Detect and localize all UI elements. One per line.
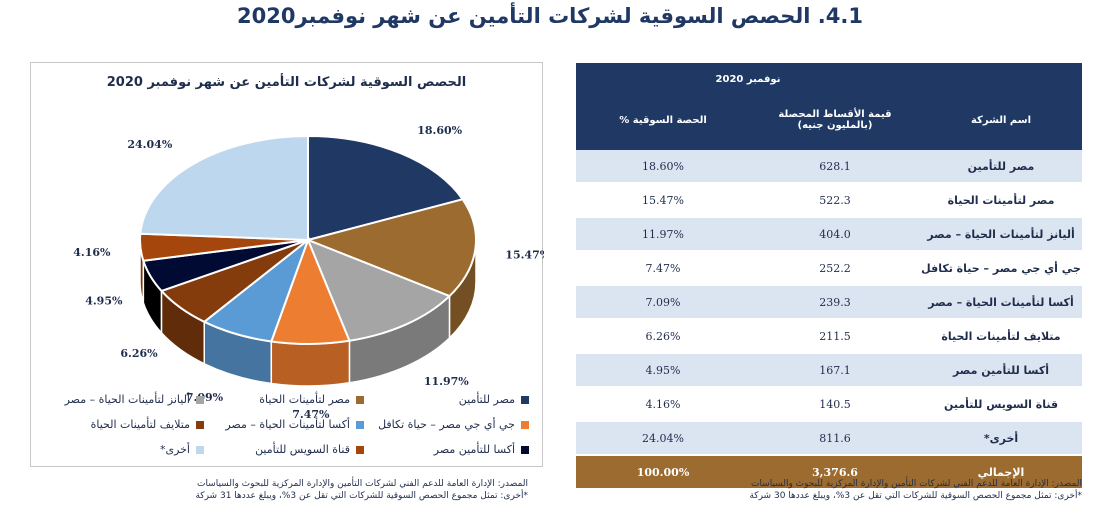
table-col-share: الحصة السوقية %: [576, 90, 750, 150]
slice-percent-label: 4.16%: [73, 246, 111, 259]
market-share-cell: 24.04%: [576, 421, 750, 456]
table-row: أليانز لتأمينات الحياة – مصر 404.0 11.97%: [576, 217, 1082, 252]
market-share-cell: 4.16%: [576, 387, 750, 422]
table-row: أكسا للتأمين مصر 167.1 4.95%: [576, 353, 1082, 388]
pie-slice: [306, 238, 452, 342]
market-share-cell: 15.47%: [576, 183, 750, 218]
slice-percent-label: 4.95%: [85, 295, 123, 308]
legend-swatch: [521, 420, 529, 429]
premium-value-cell: 167.1: [750, 353, 920, 388]
market-share-cell: 11.97%: [576, 217, 750, 252]
legend-label: أكسا للتأمين مصر: [433, 443, 515, 456]
chart-title: الحصص السوقية لشركات التأمين عن شهر نوفم…: [106, 75, 467, 90]
market-share-cell: 4.95%: [576, 353, 750, 388]
slice-percent-label: 11.97%: [424, 375, 469, 388]
table-col-company: اسم الشركة: [920, 90, 1082, 150]
legend-item: مصر للتأمين: [459, 393, 529, 406]
slice-percent-label: 18.60%: [417, 124, 462, 137]
legend-swatch: [521, 445, 529, 454]
legend-swatch: [196, 445, 204, 454]
premium-value-cell: 140.5: [750, 387, 920, 422]
legend-item: جي أي جي مصر – حياة تكافل: [378, 418, 529, 431]
table-row: أخرى* 811.6 24.04%: [576, 421, 1082, 456]
premium-value-cell: 239.3: [750, 285, 920, 320]
company-name-cell: أكسا للتأمين مصر: [920, 353, 1082, 388]
premium-value-cell: 252.2: [750, 251, 920, 286]
total-value: 3,376.6: [750, 455, 920, 488]
table-row: مصر لتأمينات الحياة 522.3 15.47%: [576, 183, 1082, 218]
premium-value-cell: 628.1: [750, 150, 920, 184]
legend-label: جي أي جي مصر – حياة تكافل: [378, 418, 515, 431]
premium-value-cell: 811.6: [750, 421, 920, 456]
pie-slice: [307, 134, 465, 242]
company-name-cell: قناة السويس للتأمين: [920, 387, 1082, 422]
company-name-cell: جي أي جي مصر – حياة تكافل: [920, 251, 1082, 286]
legend-item: متلايف لتأمينات الحياة: [91, 418, 204, 431]
page-title: 4.1. الحصص السوقية لشركات التأمين عن شهر…: [237, 4, 863, 28]
legend-swatch: [356, 445, 364, 454]
chart-source-note: المصدر: الإدارة العامة للدعم الفني لشركا…: [196, 479, 528, 489]
premium-value-cell: 404.0: [750, 217, 920, 252]
table-row: متلايف لتأمينات الحياة 211.5 6.26%: [576, 319, 1082, 354]
legend-item: أليانز لتأمينات الحياة – مصر: [65, 393, 204, 406]
table-row: جي أي جي مصر – حياة تكافل 252.2 7.47%: [576, 251, 1082, 286]
table-source-note: المصدر: الإدارة العامة للدعم الفني لشركا…: [750, 479, 1082, 489]
legend-label: أليانز لتأمينات الحياة – مصر: [64, 393, 190, 406]
premium-value-cell: 522.3: [750, 183, 920, 218]
legend-item: قناة السويس للتأمين: [255, 443, 364, 456]
slice-percent-label: 7.47%: [292, 408, 330, 421]
market-share-cell: 6.26%: [576, 319, 750, 354]
pie-chart-panel: الحصص السوقية لشركات التأمين عن شهر نوفم…: [30, 62, 544, 467]
slice-percent-label: 7.09%: [186, 391, 224, 404]
pie-slice: [139, 134, 309, 242]
legend-item: أكسا للتأمين مصر: [434, 443, 529, 456]
table-row: قناة السويس للتأمين 140.5 4.16%: [576, 387, 1082, 422]
premium-value-cell: 211.5: [750, 319, 920, 354]
company-name-cell: أكسا لتأمينات الحياة – مصر: [920, 285, 1082, 320]
legend-label: أكسا لتأمينات الحياة – مصر: [225, 418, 350, 431]
legend-label: مصر لتأمينات الحياة: [259, 393, 350, 406]
market-share-cell: 18.60%: [576, 150, 750, 184]
legend-swatch: [196, 420, 204, 429]
table-period-header: نوفمبر 2020: [576, 63, 920, 90]
market-share-table: نوفمبر 2020 اسم الشركة قيمة الأقساط المح…: [576, 63, 1082, 488]
legend-item: مصر لتأمينات الحياة: [259, 393, 364, 406]
legend-label: قناة السويس للتأمين: [255, 443, 350, 456]
company-name-cell: مصر للتأمين: [920, 150, 1082, 184]
table-total-row: الإجمالي 3,376.6 100.00%: [576, 455, 1082, 488]
total-share: 100.00%: [576, 455, 750, 488]
total-label: الإجمالي: [920, 455, 1082, 488]
slice-percent-label: 24.04%: [127, 138, 172, 151]
market-share-cell: 7.47%: [576, 251, 750, 286]
legend-swatch: [521, 395, 529, 404]
pie-slice-side: [270, 339, 351, 387]
slice-percent-label: 15.47%: [505, 249, 544, 262]
legend-item: أخرى*: [160, 443, 204, 456]
legend-swatch: [196, 395, 204, 404]
table-other-note: *أخرى: تمثل مجموع الحصص السوقية للشركات …: [749, 491, 1082, 501]
table-row: أكسا لتأمينات الحياة – مصر 239.3 7.09%: [576, 285, 1082, 320]
chart-other-note: *أخرى: تمثل مجموع الحصص السوقية للشركات …: [195, 491, 528, 501]
pie-chart: 18.60% 15.47% 11.97% 7.47% 7.09% 6.26% 4.95% 4.…: [73, 124, 544, 421]
table-row: مصر للتأمين 628.1 18.60%: [576, 150, 1082, 184]
legend-label: مصر للتأمين: [458, 393, 515, 406]
legend-item: أكسا لتأمينات الحياة – مصر: [225, 418, 364, 431]
legend-swatch: [356, 395, 364, 404]
company-name-cell: مصر لتأمينات الحياة: [920, 183, 1082, 218]
pie-slice: [304, 198, 477, 298]
market-share-cell: 7.09%: [576, 285, 750, 320]
company-name-cell: أليانز لتأمينات الحياة – مصر: [920, 217, 1082, 252]
table-col-value: قيمة الأقساط المحصلة (بالمليون جنيه): [750, 90, 920, 150]
legend-label: أخرى*: [159, 443, 190, 456]
legend-label: متلايف لتأمينات الحياة: [90, 418, 190, 431]
market-share-table-wrap: نوفمبر 2020 اسم الشركة قيمة الأقساط المح…: [576, 63, 1082, 488]
legend-swatch: [356, 420, 364, 429]
company-name-cell: متلايف لتأمينات الحياة: [920, 319, 1082, 354]
slice-percent-label: 6.26%: [120, 347, 158, 360]
company-name-cell: أخرى*: [920, 421, 1082, 456]
